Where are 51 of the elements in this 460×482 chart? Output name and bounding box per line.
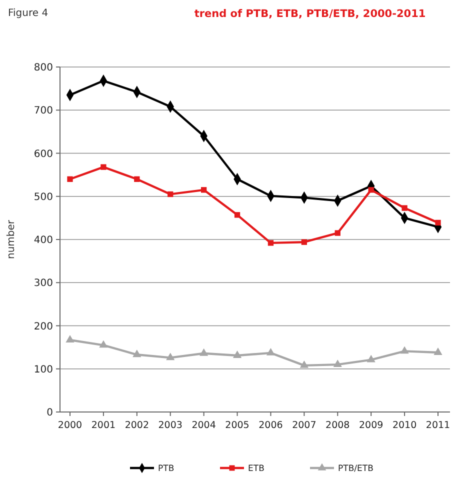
point [234,212,240,218]
y-tick-label: 800 [34,62,53,74]
y-tick-label: 100 [34,364,53,376]
y-tick-label: 500 [34,192,53,203]
legend-label: PTB [158,464,174,474]
point [168,191,174,198]
y-tick-label: 400 [34,235,53,246]
x-tick-label: 2004 [192,420,216,431]
x-tick-label: 2001 [91,420,116,431]
point [166,352,175,360]
y-axis-title: number [6,219,17,260]
y-tick-label: 200 [34,321,53,332]
x-tick-label: 2006 [258,420,283,431]
y-tick-label: 300 [34,278,53,290]
x-tick-label: 2002 [124,420,150,431]
chart-title: trend of PTB, ETB, PTB/ETB, 2000-2011 [194,8,426,20]
point [100,164,106,170]
point [435,220,441,226]
point [200,348,208,356]
x-tick-label: 2007 [292,420,316,431]
point [134,176,140,182]
point [300,360,308,368]
point [66,335,74,342]
x-tick-label: 2008 [326,420,350,431]
x-tick-label: 2003 [158,420,182,431]
point [132,350,142,358]
point [434,348,442,355]
point [368,187,374,193]
point [99,340,108,348]
x-tick-label: 2005 [225,420,250,431]
x-tick-label: 2011 [426,420,450,431]
point [67,176,73,182]
point [400,346,409,354]
point [366,354,376,362]
point [200,187,207,193]
x-tick-label: 2010 [392,420,417,431]
y-tick-label: 700 [34,106,53,117]
y-tick-label: 600 [34,148,53,160]
point [268,240,274,246]
point [402,205,408,211]
point [301,239,308,245]
point [333,360,342,368]
y-tick-label: 0 [46,408,53,418]
point [232,350,242,358]
point [334,230,340,236]
caption: Figure 4 [8,8,48,19]
legend-label: PTB/ETB [338,464,374,474]
point [266,348,276,356]
x-tick-label: 2009 [358,420,384,431]
legend-label: ETB [248,464,265,474]
x-tick-label: 2000 [58,420,82,431]
